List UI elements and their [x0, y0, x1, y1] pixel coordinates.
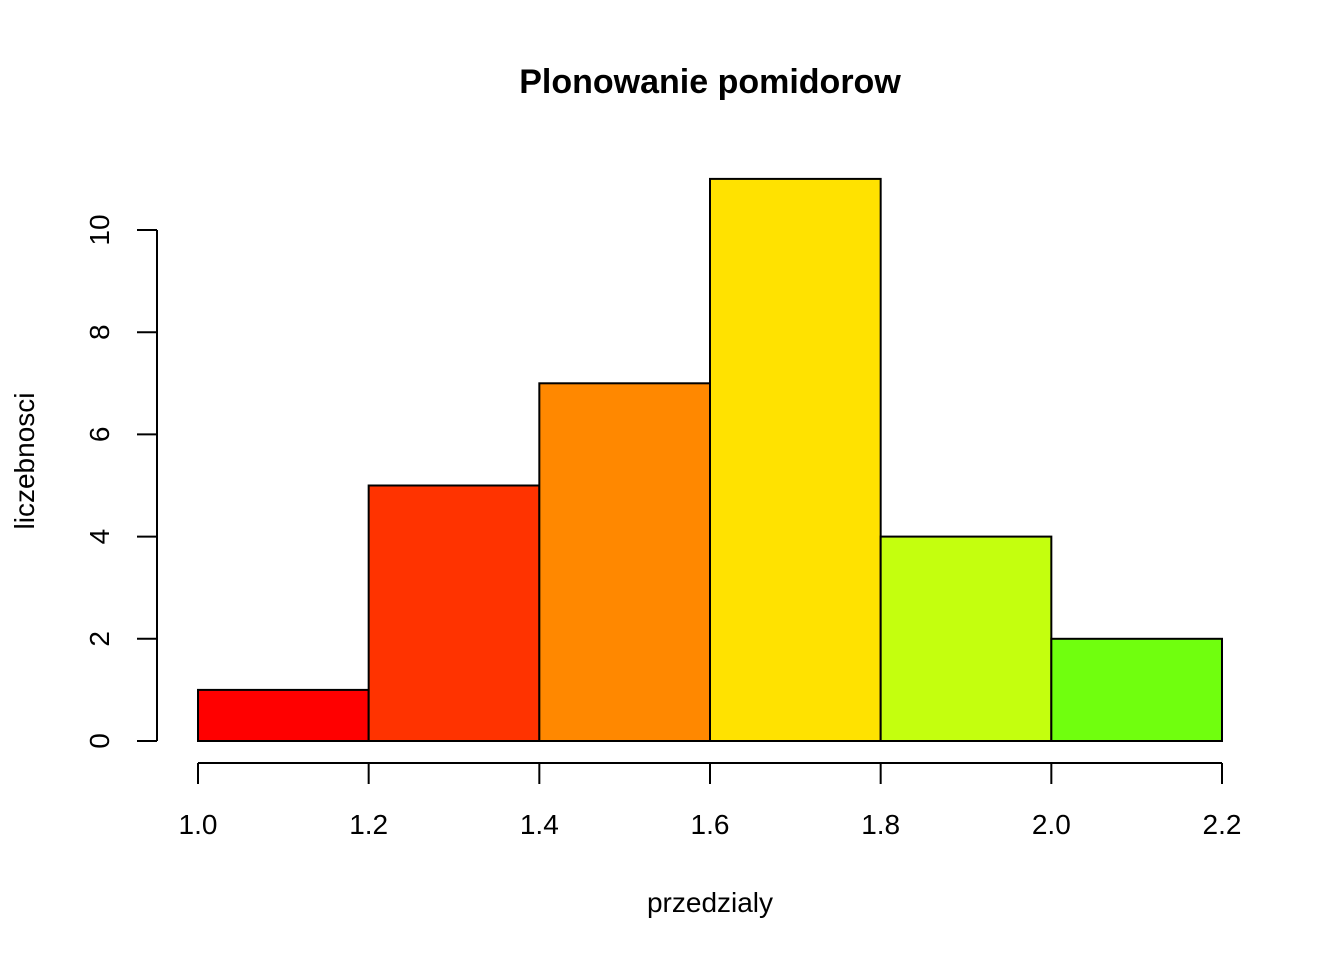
y-tick-label-3: 6 [84, 427, 115, 443]
bar-4 [879, 535, 1053, 742]
x-axis-title: przedzialy [647, 887, 773, 918]
x-axis: 1.0 1.2 1.4 1.6 1.8 2.0 2.2 [179, 762, 1242, 840]
bar-1 [367, 484, 541, 742]
y-tick-label-1: 2 [84, 631, 115, 647]
y-tick-label-5: 10 [84, 214, 115, 245]
y-axis: 0 2 4 6 8 10 [84, 214, 158, 749]
y-tick-label-4: 8 [84, 324, 115, 340]
x-tick-label-3: 1.6 [691, 809, 730, 840]
y-tick-label-2: 4 [84, 529, 115, 545]
x-tick-label-2: 1.4 [520, 809, 559, 840]
x-tick-label-4: 1.8 [861, 809, 900, 840]
bar-3 [709, 177, 882, 742]
x-tick-label-0: 1.0 [179, 809, 218, 840]
x-tick-label-1: 1.2 [349, 809, 388, 840]
bar-0 [197, 688, 370, 743]
bar-2 [538, 382, 711, 742]
bars-group [197, 177, 1224, 743]
y-tick-label-0: 0 [84, 733, 115, 749]
bar-5 [1050, 637, 1224, 742]
x-tick-label-6: 2.2 [1203, 809, 1242, 840]
chart-title: Plonowanie pomidorow [519, 63, 901, 101]
y-axis-title: liczebnosci [9, 393, 40, 530]
x-tick-label-5: 2.0 [1032, 809, 1071, 840]
